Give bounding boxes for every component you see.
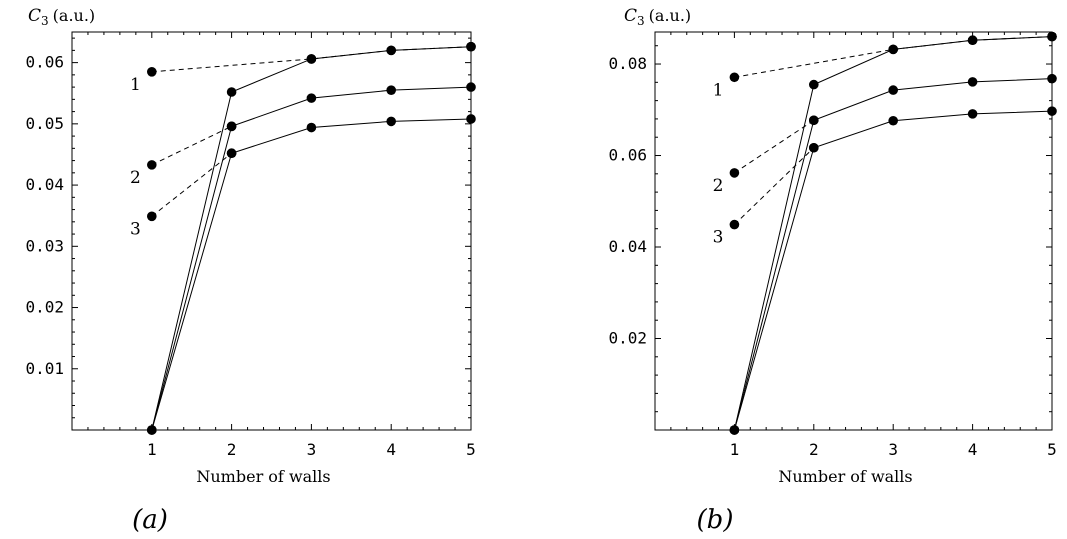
data-point-series-3 — [226, 148, 237, 159]
x-tick-label: 3 — [307, 440, 317, 459]
y-tick-label: 0.06 — [25, 53, 64, 72]
y-tick-label: 0.04 — [608, 237, 647, 256]
dashed-series-line-2 — [151, 125, 232, 166]
dashed-series-line-2 — [734, 119, 815, 174]
x-tick-label: 4 — [968, 440, 978, 459]
y-axis-label: C3 (a.u.) — [28, 6, 95, 28]
x-tick-label: 5 — [1047, 440, 1057, 459]
data-point-series-3 — [386, 116, 397, 127]
data-point-series-2 — [226, 121, 237, 132]
data-point-series-1 — [226, 87, 237, 97]
solid-series-line-2 — [733, 78, 1053, 431]
data-point-series-2 — [967, 77, 978, 87]
data-point-series-2 — [386, 85, 397, 95]
data-point-series-3 — [967, 109, 978, 119]
data-point-series-1 — [466, 41, 476, 52]
dashed-series-line-3 — [734, 147, 815, 225]
data-point-series-2 — [466, 82, 476, 92]
dashed-series-line-3 — [151, 152, 232, 217]
x-tick-label: 5 — [466, 440, 476, 459]
data-point-series-3 — [147, 425, 157, 435]
curve-label-1: 1 — [713, 80, 724, 100]
data-point-series-3 — [888, 115, 898, 126]
y-tick-label: 0.03 — [25, 236, 64, 255]
x-tick-label: 3 — [888, 440, 898, 459]
data-point-series-1 — [888, 44, 898, 55]
data-point-series-2 — [147, 160, 157, 170]
data-point-series-3 — [1047, 106, 1057, 116]
x-tick-label: 2 — [227, 440, 237, 459]
data-point-series-3 — [729, 219, 740, 230]
data-point-series-1 — [147, 67, 157, 77]
panel-label: (a) — [132, 505, 168, 535]
y-tick-label: 0.06 — [608, 146, 647, 165]
data-point-series-1 — [386, 45, 397, 56]
y-tick-label: 0.05 — [25, 114, 64, 133]
data-point-series-2 — [809, 115, 819, 126]
x-tick-label: 2 — [809, 440, 819, 459]
panel-label: (b) — [697, 505, 734, 535]
y-axis-label-unit: (a.u.) — [53, 6, 96, 25]
solid-series-line-1 — [151, 46, 472, 431]
solid-series-line-3 — [733, 110, 1053, 431]
data-point-series-3 — [809, 142, 819, 153]
data-point-series-1 — [809, 79, 819, 90]
data-point-series-1 — [967, 35, 978, 46]
data-point-series-3 — [466, 114, 476, 124]
solid-series-line-1 — [733, 36, 1053, 431]
plot-frame — [71, 31, 472, 431]
curve-label-3: 3 — [130, 219, 141, 239]
data-point-series-2 — [1047, 73, 1057, 84]
plot-frame — [654, 31, 1053, 431]
data-point-series-1 — [1047, 31, 1057, 42]
y-axis-label-unit: (a.u.) — [649, 6, 692, 25]
x-axis-label: Number of walls — [778, 467, 912, 486]
data-point-series-1 — [306, 54, 317, 64]
y-tick-label: 0.04 — [25, 175, 64, 194]
y-tick-label: 0.08 — [608, 54, 647, 73]
dashed-series-line-1 — [734, 36, 1053, 78]
curve-label-3: 3 — [713, 228, 724, 248]
y-tick-label: 0.02 — [25, 298, 64, 317]
data-point-series-3 — [306, 122, 317, 133]
y-axis-label-symbol: C — [28, 6, 41, 26]
data-point-series-3 — [147, 211, 157, 222]
data-point-series-3 — [729, 425, 740, 435]
solid-series-line-2 — [151, 86, 472, 431]
y-axis-label-symbol: C — [624, 6, 637, 26]
y-tick-label: 0.02 — [608, 329, 647, 348]
y-tick-label: 0.01 — [25, 359, 64, 378]
data-point-series-2 — [888, 85, 898, 95]
solid-series-line-3 — [151, 118, 472, 431]
curve-label-2: 2 — [713, 176, 724, 196]
x-tick-label: 4 — [386, 440, 396, 459]
y-axis-label: C3 (a.u.) — [624, 6, 691, 28]
x-axis-label: Number of walls — [196, 467, 330, 486]
curve-label-2: 2 — [130, 168, 141, 188]
x-tick-label: 1 — [730, 440, 740, 459]
dashed-series-line-1 — [151, 46, 472, 73]
data-point-series-2 — [729, 168, 740, 178]
data-point-series-2 — [306, 93, 317, 103]
curve-label-1: 1 — [130, 75, 141, 95]
y-axis-label-subscript: 3 — [637, 14, 645, 28]
y-axis-label-subscript: 3 — [41, 14, 49, 28]
data-point-series-1 — [729, 72, 740, 83]
x-tick-label: 1 — [147, 440, 157, 459]
chart-panel-a: 0.01 0.02 0.03 0.04 0.05 0.06 1 2 3 4 5 Number of w… — [25, 6, 475, 535]
